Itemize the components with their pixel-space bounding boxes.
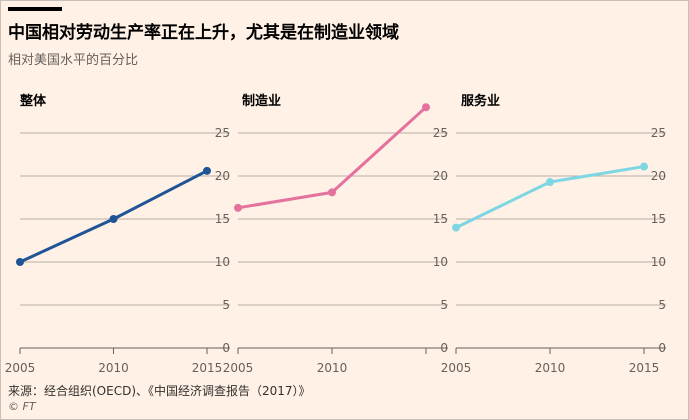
x-tick-label: 2005 — [223, 361, 254, 375]
y-tick-label: 10 — [651, 255, 666, 269]
panel-title: 服务业 — [461, 93, 500, 109]
source-note: 来源：经合组织(OECD)、《中国经济调查报告（2017）》 — [8, 384, 311, 398]
panel-title: 制造业 — [242, 93, 281, 109]
y-tick-label: 20 — [433, 169, 448, 183]
y-tick-label: 10 — [433, 255, 448, 269]
y-tick-label: 5 — [658, 298, 666, 312]
data-point — [234, 203, 242, 212]
x-tick-label: 2010 — [317, 361, 348, 375]
panel-services: 服务业 0 5 10 15 20 25 2005 2010 2015 — [441, 93, 666, 375]
panel-title: 整体 — [19, 93, 47, 109]
data-point — [16, 258, 24, 266]
panel-manufacturing: 制造业 0 5 10 15 20 25 2005 2010 — [223, 93, 448, 375]
data-point — [109, 215, 118, 223]
y-tick-label: 15 — [651, 212, 666, 226]
y-tick-label: 15 — [433, 212, 448, 226]
x-tick-label: 2005 — [5, 361, 36, 375]
chart-title: 中国相对劳动生产率正在上升，尤其是在制造业领域 — [8, 23, 399, 43]
y-tick-label: 20 — [215, 169, 230, 183]
ft-credit: © FT — [8, 400, 36, 413]
y-tick-label: 0 — [440, 341, 448, 355]
y-tick-label: 25 — [215, 126, 230, 140]
x-tick-label: 2015 — [192, 361, 223, 375]
y-tick-label: 20 — [651, 169, 666, 183]
data-point — [452, 223, 460, 232]
y-tick-label: 25 — [651, 126, 666, 140]
x-tick-label: 2015 — [629, 361, 660, 375]
y-tick-label: 10 — [215, 255, 230, 269]
chart-subtitle: 相对美国水平的百分比 — [8, 53, 139, 68]
data-point — [203, 166, 211, 175]
y-tick-label: 0 — [658, 341, 666, 355]
x-tick-label: 2005 — [441, 361, 472, 375]
data-point — [640, 162, 648, 171]
panel-overall: 整体 0 5 10 15 20 25 2005 2010 2015 — [5, 93, 230, 375]
y-tick-label: 0 — [222, 341, 230, 355]
x-tick-label: 2010 — [535, 361, 566, 375]
y-tick-label: 5 — [222, 298, 230, 312]
data-point — [546, 178, 554, 187]
y-tick-label: 25 — [433, 126, 448, 140]
data-point — [422, 103, 430, 112]
y-tick-label: 15 — [215, 212, 230, 226]
data-point — [328, 188, 336, 197]
ft-accent-bar — [8, 7, 62, 11]
y-tick-label: 5 — [440, 298, 448, 312]
x-tick-label: 2010 — [98, 361, 129, 375]
